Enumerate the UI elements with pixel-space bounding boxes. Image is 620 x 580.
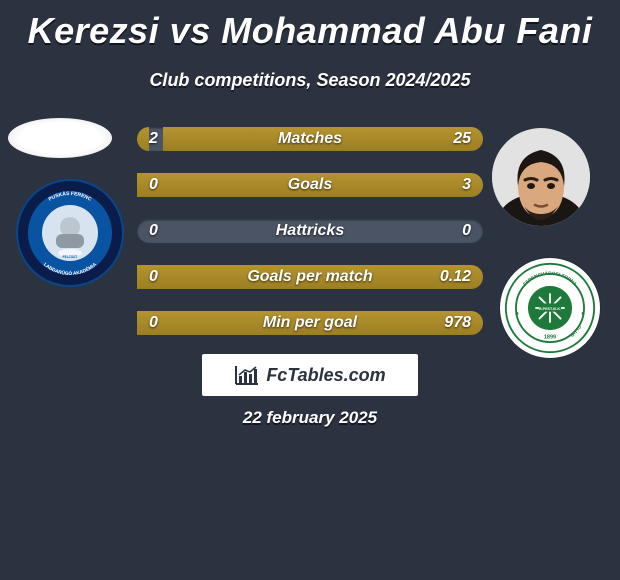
stat-row: 00Hattricks [137, 204, 483, 250]
stat-label: Goals per match [137, 265, 483, 289]
chart-icon [234, 364, 260, 386]
player-right-avatar [492, 128, 590, 226]
club-right-badge: B.PEST.IX.K. FERENCVÁROSI TORNA CLUB 189… [500, 258, 600, 358]
brand-text: FcTables.com [266, 365, 385, 386]
stat-row: 00.12Goals per match [137, 250, 483, 296]
stat-label: Hattricks [137, 219, 483, 243]
stat-row: 225Matches [137, 112, 483, 158]
club-left-badge: PUSKÁS FERENC LABDARÚGÓ AKADÉMIA FELCSÚT [16, 179, 124, 287]
stat-row: 0978Min per goal [137, 296, 483, 342]
subtitle: Club competitions, Season 2024/2025 [0, 70, 620, 91]
stat-label: Goals [137, 173, 483, 197]
stat-label: Matches [137, 127, 483, 151]
stat-row: 03Goals [137, 158, 483, 204]
club-right-year: 1899 [544, 334, 556, 340]
stats-area: 225Matches03Goals00Hattricks00.12Goals p… [137, 112, 483, 342]
date-text: 22 february 2025 [0, 408, 620, 428]
player-left-avatar [8, 118, 112, 158]
page-title: Kerezsi vs Mohammad Abu Fani [0, 0, 620, 52]
brand-box: FcTables.com [202, 354, 418, 396]
club-right-mid-text: B.PEST.IX.K. [539, 307, 561, 311]
stat-label: Min per goal [137, 311, 483, 335]
club-left-mid-text: FELCSÚT [63, 254, 78, 259]
